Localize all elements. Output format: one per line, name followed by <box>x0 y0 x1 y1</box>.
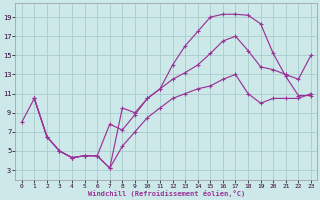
X-axis label: Windchill (Refroidissement éolien,°C): Windchill (Refroidissement éolien,°C) <box>88 190 245 197</box>
